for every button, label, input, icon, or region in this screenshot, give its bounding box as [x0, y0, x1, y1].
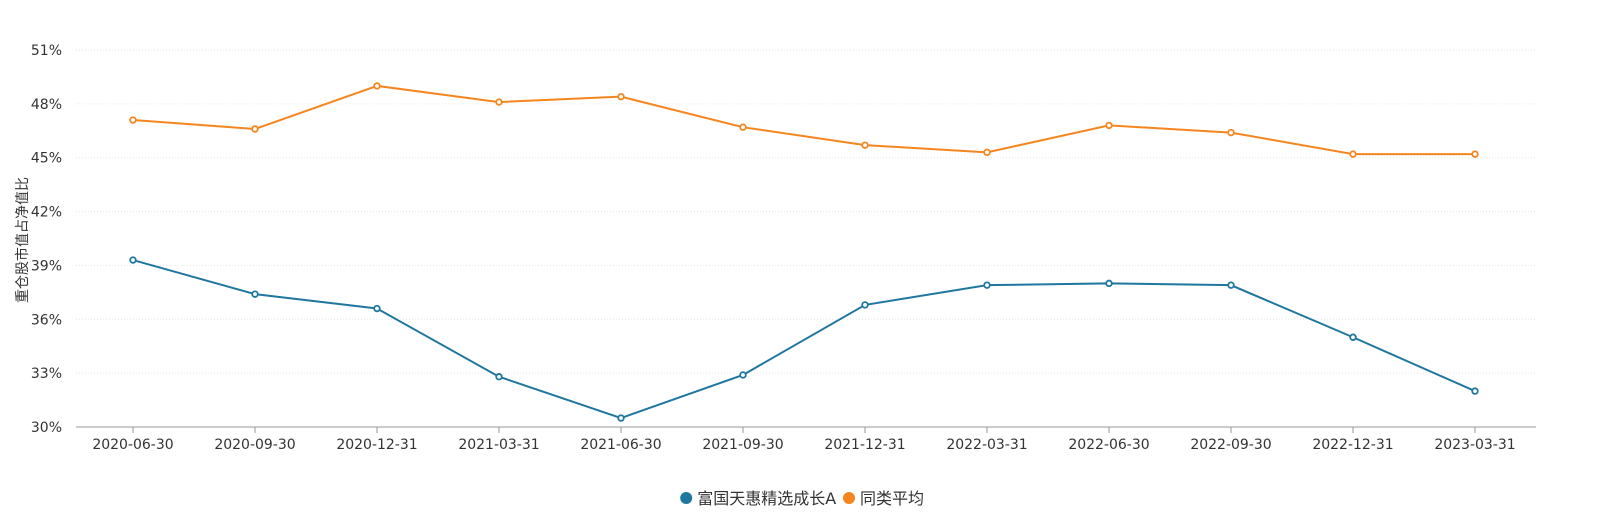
legend-label: 同类平均	[860, 489, 924, 508]
x-tick-label: 2022-06-30	[1068, 437, 1149, 453]
legend-marker	[680, 492, 693, 504]
data-point[interactable]	[983, 281, 991, 289]
data-point[interactable]	[373, 82, 381, 90]
legend-label: 富国天惠精选成长A	[697, 489, 836, 508]
legend-marker	[843, 492, 855, 504]
data-point[interactable]	[739, 123, 747, 131]
x-tick-label: 2021-06-30	[580, 437, 661, 453]
data-point[interactable]	[617, 414, 625, 422]
x-tick-label: 2020-06-30	[92, 437, 173, 453]
data-point[interactable]	[1105, 279, 1113, 288]
data-point[interactable]	[495, 98, 503, 106]
y-tick-label: 45%	[31, 151, 62, 167]
x-tick-label: 2022-12-31	[1312, 437, 1393, 453]
x-tick-label: 2020-09-30	[214, 437, 295, 453]
x-tick-label: 2020-12-31	[336, 437, 417, 453]
data-point[interactable]	[983, 148, 991, 157]
y-tick-label: 30%	[31, 420, 62, 436]
series-line	[132, 259, 1476, 420]
series-lines	[129, 82, 1479, 422]
x-tick-label: 2021-12-31	[824, 437, 905, 453]
x-tick-label: 2022-03-31	[946, 437, 1027, 453]
data-point[interactable]	[1227, 128, 1235, 137]
x-tick-label: 2021-03-31	[458, 437, 539, 453]
y-tick-label: 42%	[31, 205, 62, 221]
y-tick-label: 33%	[31, 366, 62, 382]
series-line	[132, 84, 1475, 156]
y-tick-label: 39%	[31, 258, 62, 274]
y-axis-label: 重仓股市值占净值比	[14, 177, 31, 303]
data-point[interactable]	[129, 256, 137, 264]
legend-item[interactable]: 同类平均	[843, 489, 924, 508]
data-point[interactable]	[1471, 150, 1479, 158]
data-point[interactable]	[1349, 333, 1357, 341]
data-point[interactable]	[251, 290, 259, 298]
y-tick-label: 48%	[31, 97, 62, 113]
data-point[interactable]	[861, 141, 869, 149]
y-tick-label: 51%	[31, 43, 62, 59]
x-tick-label: 2021-09-30	[702, 437, 783, 453]
data-point[interactable]	[373, 304, 381, 313]
data-point[interactable]	[1349, 150, 1357, 158]
x-tick-label: 2023-03-31	[1434, 437, 1515, 453]
axes: 30% 33% 36% 39% 42% 45% 48% 51% 2020-06-30 2020-0…	[31, 43, 1536, 453]
data-point[interactable]	[861, 301, 869, 309]
x-tick-label: 2022-09-30	[1190, 437, 1271, 453]
data-point[interactable]	[1105, 121, 1113, 130]
data-point[interactable]	[495, 373, 503, 381]
data-point[interactable]	[617, 92, 625, 101]
legend[interactable]: 富国天惠精选成长A 同类平均	[680, 489, 924, 508]
data-point[interactable]	[129, 116, 137, 124]
data-point[interactable]	[251, 125, 259, 133]
data-point[interactable]	[1471, 387, 1479, 395]
data-point[interactable]	[739, 371, 747, 379]
y-tick-label: 36%	[31, 312, 62, 328]
data-point[interactable]	[1227, 281, 1235, 289]
legend-item[interactable]: 富国天惠精选成长A	[680, 489, 836, 508]
grid-lines	[76, 49, 1536, 374]
